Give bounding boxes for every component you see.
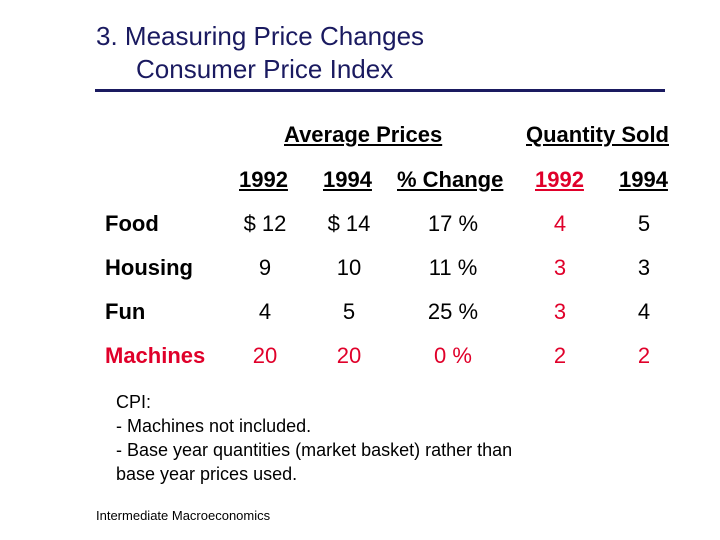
table-cell: 10 <box>336 255 362 280</box>
table-cell: 4 <box>637 299 651 324</box>
table-cell: 17 % <box>427 211 479 236</box>
table-cell: 25 % <box>427 299 479 324</box>
table-cell: 3 <box>553 299 567 324</box>
slide-title: 3. Measuring Price Changes Consumer Pric… <box>96 20 424 86</box>
cpi-notes: CPI: - Machines not included. - Base yea… <box>116 390 512 486</box>
table-cell: 4 <box>258 299 272 324</box>
table-cell: $ 14 <box>327 211 371 236</box>
slide-title-line1: 3. Measuring Price Changes <box>96 21 425 51</box>
table-cell: 0 % <box>434 343 472 368</box>
col-header-quantity-1994: 1994 <box>619 167 668 192</box>
notes-line: - Machines not included. <box>116 416 312 436</box>
table-cell: 20 <box>252 343 278 368</box>
table-cell: 20 <box>336 343 362 368</box>
footer-course-name: Intermediate Macroeconomics <box>96 508 271 523</box>
header-average-prices: Average Prices <box>284 122 443 147</box>
slide-title-line2: Consumer Price Index <box>136 54 394 84</box>
col-header-percent-change: % Change <box>397 167 504 192</box>
col-header-quantity-1992: 1992 <box>535 167 584 192</box>
header-quantity-sold: Quantity Sold <box>526 122 669 147</box>
row-label-food: Food <box>105 211 159 236</box>
table-cell: 11 % <box>428 255 478 280</box>
row-label-housing: Housing <box>105 255 193 280</box>
table-cell: 3 <box>553 255 567 280</box>
col-header-price-1992: 1992 <box>239 167 288 192</box>
table-cell: 2 <box>553 343 567 368</box>
notes-line: - Base year quantities (market basket) r… <box>116 440 513 460</box>
title-underline <box>95 89 665 92</box>
table-cell: 5 <box>342 299 356 324</box>
table-cell: $ 12 <box>243 211 287 236</box>
table-cell: 3 <box>637 255 651 280</box>
table-cell: 9 <box>258 255 272 280</box>
table-cell: 5 <box>637 211 651 236</box>
row-label-fun: Fun <box>105 299 146 324</box>
col-header-price-1994: 1994 <box>323 167 372 192</box>
notes-line: base year prices used. <box>116 464 298 484</box>
row-label-machines: Machines <box>105 343 206 368</box>
table-cell: 2 <box>637 343 651 368</box>
table-cell: 4 <box>553 211 567 236</box>
notes-heading: CPI: <box>116 392 152 412</box>
